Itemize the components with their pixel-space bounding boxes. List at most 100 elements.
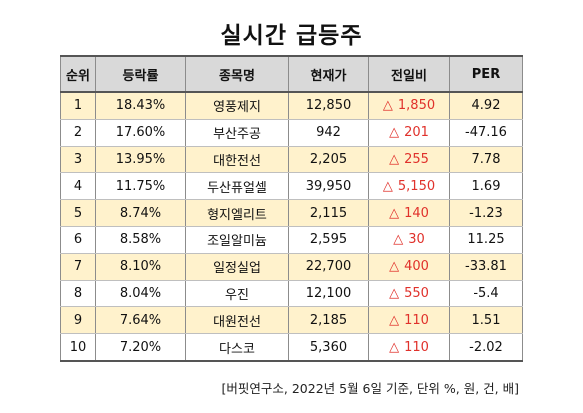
cell-change: △ 110 bbox=[368, 333, 450, 362]
table-row: 1 18.43% 영풍제지 12,850 △ 1,850 4.92 bbox=[60, 92, 523, 120]
cell-change: △ 1,850 bbox=[368, 92, 450, 120]
cell-name: 일정실업 bbox=[185, 253, 289, 281]
cell-rank: 4 bbox=[60, 172, 96, 201]
table-row: 7 8.10% 일정실업 22,700 △ 400 -33.81 bbox=[60, 253, 523, 281]
cell-per: -33.81 bbox=[449, 253, 523, 281]
up-triangle-icon: △ bbox=[389, 312, 400, 328]
cell-name: 형지엘리트 bbox=[185, 199, 289, 227]
header-name: 종목명 bbox=[185, 55, 289, 93]
up-triangle-icon: △ bbox=[389, 125, 400, 141]
cell-per: -1.23 bbox=[449, 199, 523, 227]
surge-stocks-table: 순위 등락률 종목명 현재가 전일비 PER 1 18.43% 영풍제지 12,850… bbox=[60, 55, 523, 362]
header-price: 현재가 bbox=[288, 55, 369, 93]
cell-price: 2,205 bbox=[288, 146, 369, 174]
change-value: 5,150 bbox=[397, 178, 436, 194]
cell-change: △ 5,150 bbox=[368, 172, 450, 201]
cell-per: 7.78 bbox=[449, 146, 523, 174]
up-triangle-icon: △ bbox=[393, 232, 404, 248]
cell-name: 대원전선 bbox=[185, 306, 289, 335]
cell-per: 11.25 bbox=[449, 226, 523, 254]
cell-per: -2.02 bbox=[449, 333, 523, 362]
cell-price: 942 bbox=[288, 119, 369, 147]
change-value: 201 bbox=[404, 125, 429, 141]
cell-change: △ 255 bbox=[368, 146, 450, 174]
cell-rank: 7 bbox=[60, 253, 96, 281]
change-value: 550 bbox=[404, 285, 429, 301]
cell-change: △ 400 bbox=[368, 253, 450, 281]
cell-name: 대한전선 bbox=[185, 146, 289, 174]
change-value: 1,850 bbox=[397, 98, 436, 114]
cell-price: 2,185 bbox=[288, 306, 369, 335]
table-row: 4 11.75% 두산퓨얼셀 39,950 △ 5,150 1.69 bbox=[60, 172, 523, 201]
cell-price: 2,115 bbox=[288, 199, 369, 227]
cell-name: 조일알미늄 bbox=[185, 226, 289, 254]
cell-change: △ 201 bbox=[368, 119, 450, 147]
change-value: 30 bbox=[408, 232, 425, 248]
header-rate: 등락률 bbox=[95, 55, 186, 93]
cell-change: △ 110 bbox=[368, 306, 450, 335]
cell-price: 2,595 bbox=[288, 226, 369, 254]
table-row: 5 8.74% 형지엘리트 2,115 △ 140 -1.23 bbox=[60, 199, 523, 227]
up-triangle-icon: △ bbox=[389, 205, 400, 221]
cell-name: 우진 bbox=[185, 280, 289, 308]
header-rank: 순위 bbox=[60, 55, 96, 93]
cell-price: 5,360 bbox=[288, 333, 369, 362]
change-value: 110 bbox=[404, 312, 429, 328]
cell-rate: 8.58% bbox=[95, 226, 186, 254]
cell-rank: 10 bbox=[60, 333, 96, 362]
cell-rate: 13.95% bbox=[95, 146, 186, 174]
change-value: 110 bbox=[404, 339, 429, 355]
table-row: 2 17.60% 부산주공 942 △ 201 -47.16 bbox=[60, 119, 523, 147]
change-value: 255 bbox=[404, 151, 429, 167]
table-row: 6 8.58% 조일알미늄 2,595 △ 30 11.25 bbox=[60, 226, 523, 254]
cell-price: 12,100 bbox=[288, 280, 369, 308]
cell-name: 부산주공 bbox=[185, 119, 289, 147]
cell-rate: 18.43% bbox=[95, 92, 186, 120]
change-value: 140 bbox=[404, 205, 429, 221]
cell-per: -5.4 bbox=[449, 280, 523, 308]
cell-rate: 8.74% bbox=[95, 199, 186, 227]
header-per: PER bbox=[449, 55, 523, 93]
cell-name: 영풍제지 bbox=[185, 92, 289, 120]
table-row: 3 13.95% 대한전선 2,205 △ 255 7.78 bbox=[60, 146, 523, 174]
source-footnote: [버핏연구소, 2022년 5월 6일 기준, 단위 %, 원, 건, 배] bbox=[221, 381, 519, 396]
cell-rate: 17.60% bbox=[95, 119, 186, 147]
cell-change: △ 140 bbox=[368, 199, 450, 227]
up-triangle-icon: △ bbox=[389, 285, 400, 301]
table-body: 1 18.43% 영풍제지 12,850 △ 1,850 4.92 2 17.60% 부산주공 94… bbox=[60, 92, 523, 362]
page-title: 실시간 급등주 bbox=[220, 23, 363, 49]
cell-rate: 8.10% bbox=[95, 253, 186, 281]
cell-rank: 5 bbox=[60, 199, 96, 227]
cell-rank: 9 bbox=[60, 306, 96, 335]
up-triangle-icon: △ bbox=[382, 98, 393, 114]
table-row: 9 7.64% 대원전선 2,185 △ 110 1.51 bbox=[60, 306, 523, 335]
cell-price: 39,950 bbox=[288, 172, 369, 201]
cell-rank: 2 bbox=[60, 119, 96, 147]
cell-per: 4.92 bbox=[449, 92, 523, 120]
cell-rate: 7.64% bbox=[95, 306, 186, 335]
cell-rank: 3 bbox=[60, 146, 96, 174]
up-triangle-icon: △ bbox=[382, 178, 393, 194]
cell-per: 1.69 bbox=[449, 172, 523, 201]
header-change: 전일비 bbox=[368, 55, 450, 93]
cell-rate: 7.20% bbox=[95, 333, 186, 362]
cell-rate: 11.75% bbox=[95, 172, 186, 201]
cell-per: -47.16 bbox=[449, 119, 523, 147]
up-triangle-icon: △ bbox=[389, 151, 400, 167]
cell-rank: 1 bbox=[60, 92, 96, 120]
cell-rate: 8.04% bbox=[95, 280, 186, 308]
up-triangle-icon: △ bbox=[389, 259, 400, 275]
table-header-row: 순위 등락률 종목명 현재가 전일비 PER bbox=[60, 55, 523, 93]
cell-price: 12,850 bbox=[288, 92, 369, 120]
cell-price: 22,700 bbox=[288, 253, 369, 281]
cell-per: 1.51 bbox=[449, 306, 523, 335]
cell-rank: 8 bbox=[60, 280, 96, 308]
cell-name: 다스코 bbox=[185, 333, 289, 362]
up-triangle-icon: △ bbox=[389, 339, 400, 355]
table-row: 10 7.20% 다스코 5,360 △ 110 -2.02 bbox=[60, 333, 523, 362]
cell-change: △ 30 bbox=[368, 226, 450, 254]
change-value: 400 bbox=[404, 259, 429, 275]
cell-change: △ 550 bbox=[368, 280, 450, 308]
cell-name: 두산퓨얼셀 bbox=[185, 172, 289, 201]
table-row: 8 8.04% 우진 12,100 △ 550 -5.4 bbox=[60, 280, 523, 308]
